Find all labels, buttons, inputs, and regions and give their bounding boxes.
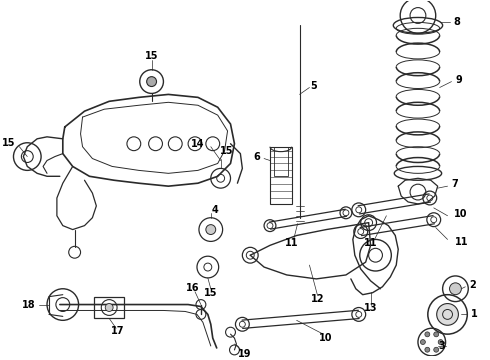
Text: 4: 4 <box>211 205 218 215</box>
Circle shape <box>425 347 430 352</box>
Circle shape <box>105 303 113 311</box>
Circle shape <box>147 77 156 86</box>
Text: 1: 1 <box>471 309 478 319</box>
Text: 3: 3 <box>438 341 445 351</box>
Text: 9: 9 <box>455 75 462 85</box>
Text: 15: 15 <box>2 138 16 148</box>
Text: 18: 18 <box>22 300 35 310</box>
Text: 19: 19 <box>238 349 251 359</box>
Text: 15: 15 <box>204 288 218 298</box>
Circle shape <box>438 339 443 345</box>
Circle shape <box>425 332 430 337</box>
Text: 11: 11 <box>364 238 377 248</box>
Text: 5: 5 <box>310 81 317 90</box>
Bar <box>274 147 288 176</box>
Circle shape <box>437 303 459 325</box>
Text: 8: 8 <box>453 17 460 27</box>
Text: 7: 7 <box>451 179 458 189</box>
Text: 15: 15 <box>145 51 158 61</box>
Circle shape <box>206 225 216 234</box>
Text: 10: 10 <box>318 333 332 343</box>
Text: 12: 12 <box>311 294 324 303</box>
Text: 6: 6 <box>253 152 260 162</box>
Text: 16: 16 <box>186 283 200 293</box>
Text: 11: 11 <box>454 237 468 247</box>
Text: 11: 11 <box>285 238 298 248</box>
Text: 10: 10 <box>453 209 467 219</box>
Circle shape <box>420 339 425 345</box>
Circle shape <box>434 332 439 337</box>
Text: 13: 13 <box>364 303 377 314</box>
Text: 2: 2 <box>469 280 476 290</box>
Bar <box>95 297 124 318</box>
Text: 17: 17 <box>111 326 125 336</box>
Text: 14: 14 <box>192 139 205 149</box>
Text: 15: 15 <box>220 146 233 156</box>
Bar <box>270 147 292 204</box>
Circle shape <box>449 283 462 295</box>
Circle shape <box>434 347 439 352</box>
